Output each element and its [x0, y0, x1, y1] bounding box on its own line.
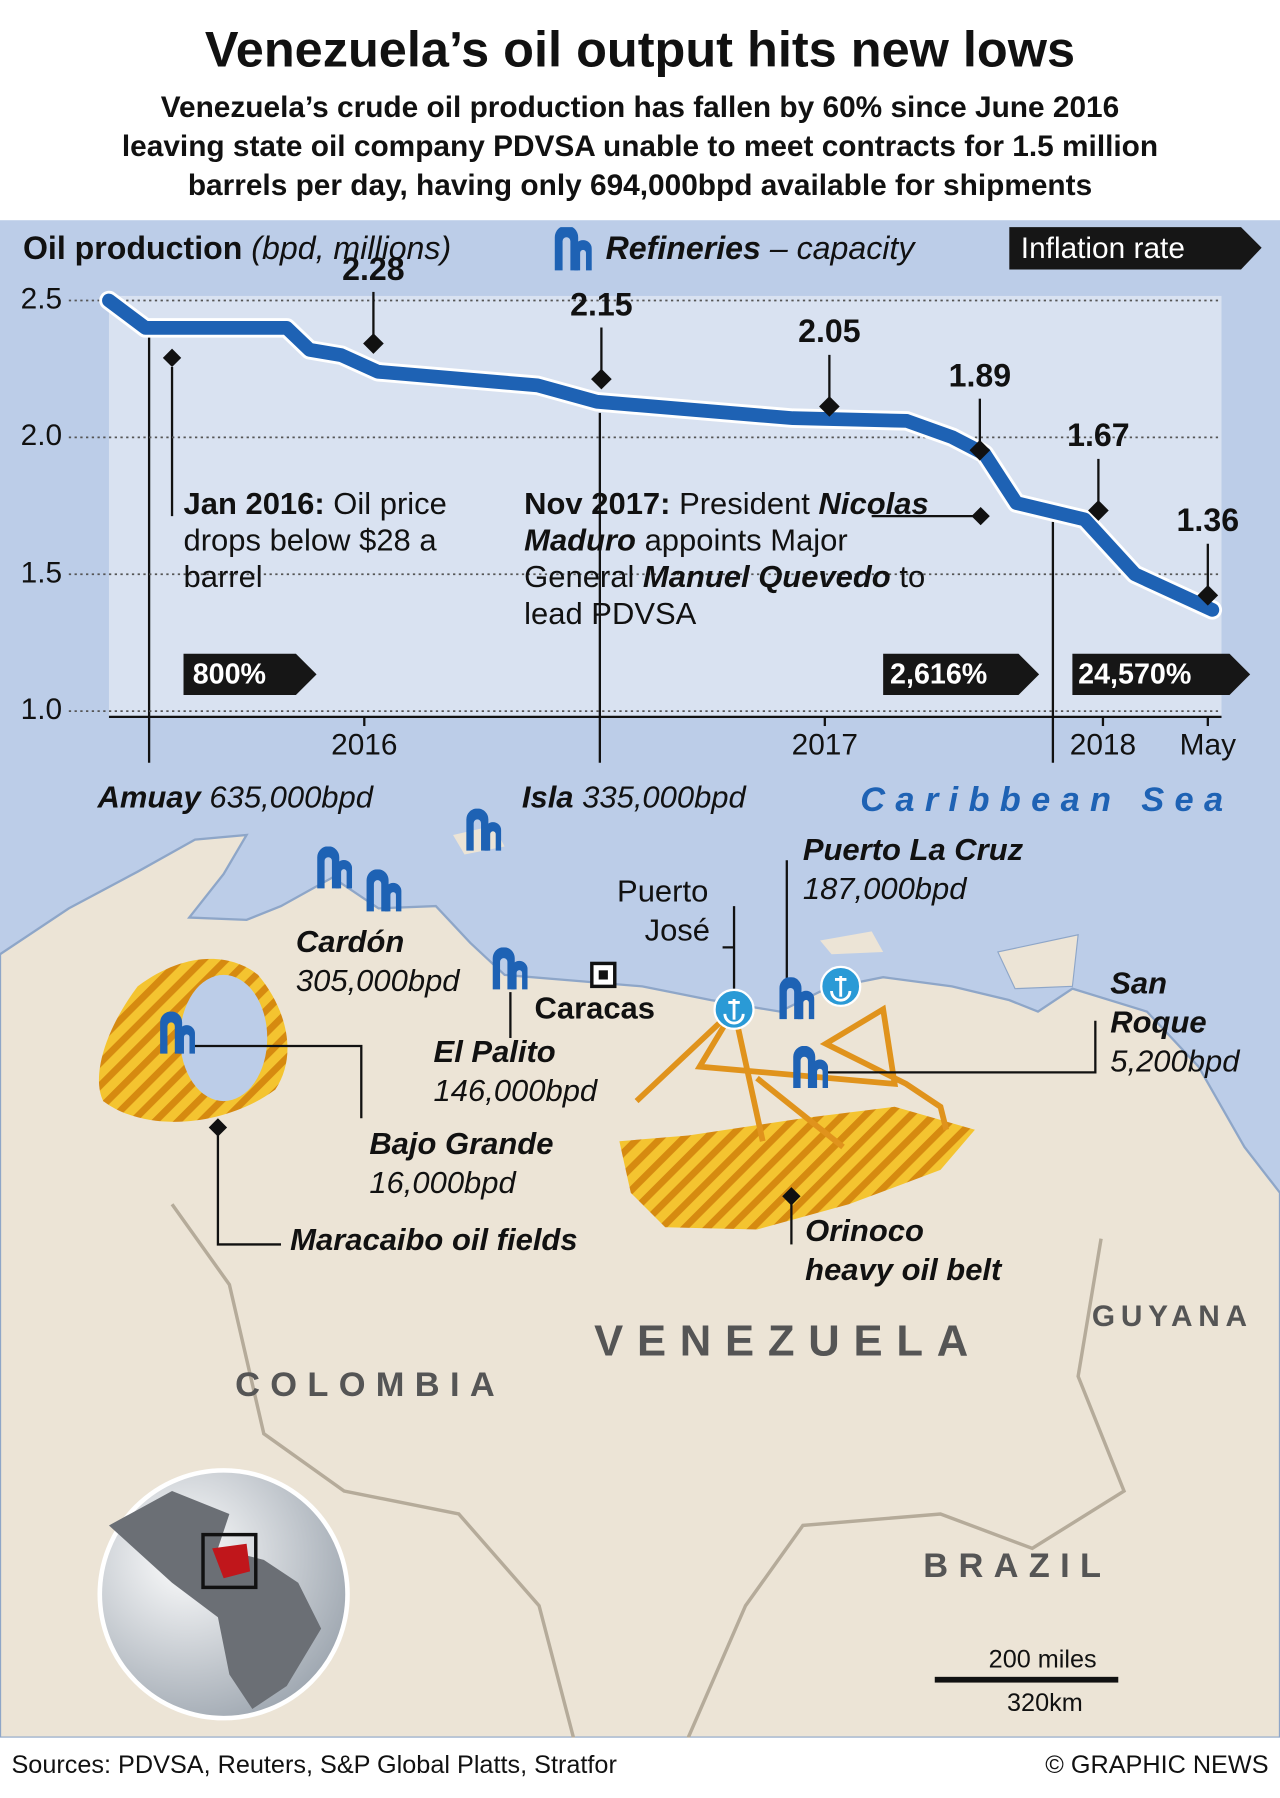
callout-label: 1.89	[948, 357, 1012, 393]
y-unit: (bpd, millions)	[251, 230, 452, 267]
event-text: to lead PDVSA	[524, 559, 926, 631]
refinery-capacity: 305,000bpd	[295, 963, 460, 998]
event-text: Oil price drops below $28 a barrel	[183, 486, 447, 594]
inflation-label: 800%	[192, 658, 267, 691]
event-text: Manuel Quevedo	[642, 559, 891, 594]
subtitle-line: barrels per day, having only 694,000bpd …	[187, 167, 1093, 202]
title: Venezuela’s oil output hits new lows	[204, 21, 1076, 78]
scale-label: 320km	[1007, 1688, 1083, 1717]
y-label: Oil production	[22, 230, 243, 267]
border	[170, 1203, 576, 1739]
port-label: José	[644, 912, 711, 948]
event-lines	[147, 332, 1055, 763]
event-note: Nov 2017: President Nicolas Maduro appoi…	[524, 486, 954, 632]
capital-label: Caracas	[534, 990, 656, 1026]
y-axis-title: Oil production (bpd, millions)	[23, 229, 451, 267]
y-tick-label: 2.5	[20, 281, 63, 316]
scale-bar	[934, 1676, 1119, 1683]
callout-label: 2.15	[570, 286, 633, 322]
inflation-label: 24,570%	[1078, 658, 1192, 691]
trinidad	[997, 934, 1079, 990]
island	[453, 825, 505, 855]
subtitle-line: leaving state oil company PDVSA unable t…	[121, 128, 1159, 163]
refinery-capacity: 187,000bpd	[802, 871, 967, 907]
refinery-name: Puerto La Cruz	[802, 832, 1024, 868]
refinery-capacity: 16,000bpd	[369, 1165, 516, 1200]
refinery-name: Amuay	[97, 779, 201, 815]
refinery-capacity: 635,000bpd	[209, 779, 373, 815]
field-label: Orinoco	[805, 1213, 924, 1248]
orinoco-field	[619, 1106, 975, 1230]
lake-maracaibo	[180, 974, 268, 1102]
refinery-name: Cardón	[295, 924, 405, 959]
globe-inset	[97, 1468, 350, 1721]
legend-refineries: Refineries – capacity	[606, 229, 915, 267]
x-tick-label: 2017	[791, 727, 858, 762]
country-label: BRAZIL	[923, 1547, 1112, 1586]
border	[686, 1238, 1127, 1739]
field-label: heavy oil belt	[805, 1252, 1002, 1287]
x-tick-label: 2018	[1069, 727, 1137, 762]
country-label: GUYANA	[1091, 1298, 1253, 1333]
x-tick-label: 2016	[331, 727, 398, 762]
capital-marker	[598, 970, 608, 980]
credit: © GRAPHIC NEWS	[1045, 1750, 1269, 1779]
callout-label: 1.36	[1176, 502, 1240, 539]
port-label: Puerto	[617, 873, 709, 909]
country-label: VENEZUELA	[594, 1317, 982, 1367]
sources: Sources: PDVSA, Reuters, S&P Global Plat…	[11, 1750, 617, 1779]
subtitle-line: Venezuela’s crude oil production has fal…	[160, 89, 1120, 124]
leader-lines	[194, 860, 1097, 1246]
sea-label: Caribbean Sea	[860, 781, 1234, 819]
island	[820, 931, 884, 955]
production-line	[102, 293, 1220, 617]
footer-band	[0, 1737, 1280, 1798]
event-text: appoints Major General	[524, 522, 848, 594]
event-note: Jan 2016: Oil price drops below $28 a ba…	[184, 486, 505, 596]
inflation-label: 2,616%	[890, 658, 988, 691]
callout-marker	[363, 333, 384, 354]
x-tick-label: May	[1179, 727, 1236, 762]
anchor	[713, 988, 755, 1030]
chart	[68, 290, 1223, 727]
scale-label: 200 miles	[988, 1644, 1097, 1674]
refinery-name: El Palito	[433, 1034, 556, 1069]
y-tick-label: 1.5	[20, 554, 63, 590]
inflation-arrows	[183, 227, 1262, 696]
event-date: Jan 2016:	[183, 486, 325, 521]
event-date: Nov 2017:	[524, 486, 671, 521]
refinery-name: San	[1110, 965, 1168, 1001]
refinery-name: Isla	[521, 779, 574, 815]
legend-label: Refineries	[605, 230, 761, 267]
refinery-label: Isla 335,000bpd	[522, 780, 746, 817]
country-label: COLOMBIA	[235, 1366, 506, 1404]
refinery-capacity: 5,200bpd	[1110, 1043, 1240, 1079]
callout-label: 2.28	[342, 250, 405, 287]
refinery-capacity: 146,000bpd	[433, 1073, 598, 1108]
land	[0, 833, 1280, 1739]
refinery-capacity: 335,000bpd	[582, 779, 746, 815]
legend-note: – capacity	[769, 230, 915, 267]
y-tick-label: 1.0	[20, 691, 63, 727]
anchor	[820, 965, 862, 1008]
event-text: President	[670, 486, 819, 521]
y-tick-label: 2.0	[20, 417, 63, 453]
refinery-label: Amuay 635,000bpd	[97, 780, 373, 817]
field-label: Maracaibo oil fields	[290, 1222, 578, 1258]
callout-label: 1.67	[1067, 417, 1130, 454]
callout-marker	[819, 396, 840, 417]
callout-label: 2.05	[798, 313, 861, 350]
refinery-name: Roque	[1110, 1004, 1207, 1040]
refinery-name: Bajo Grande	[369, 1126, 554, 1161]
event-text: Nicolas Maduro	[524, 486, 929, 558]
legend-inflation: Inflation rate	[1020, 230, 1185, 265]
